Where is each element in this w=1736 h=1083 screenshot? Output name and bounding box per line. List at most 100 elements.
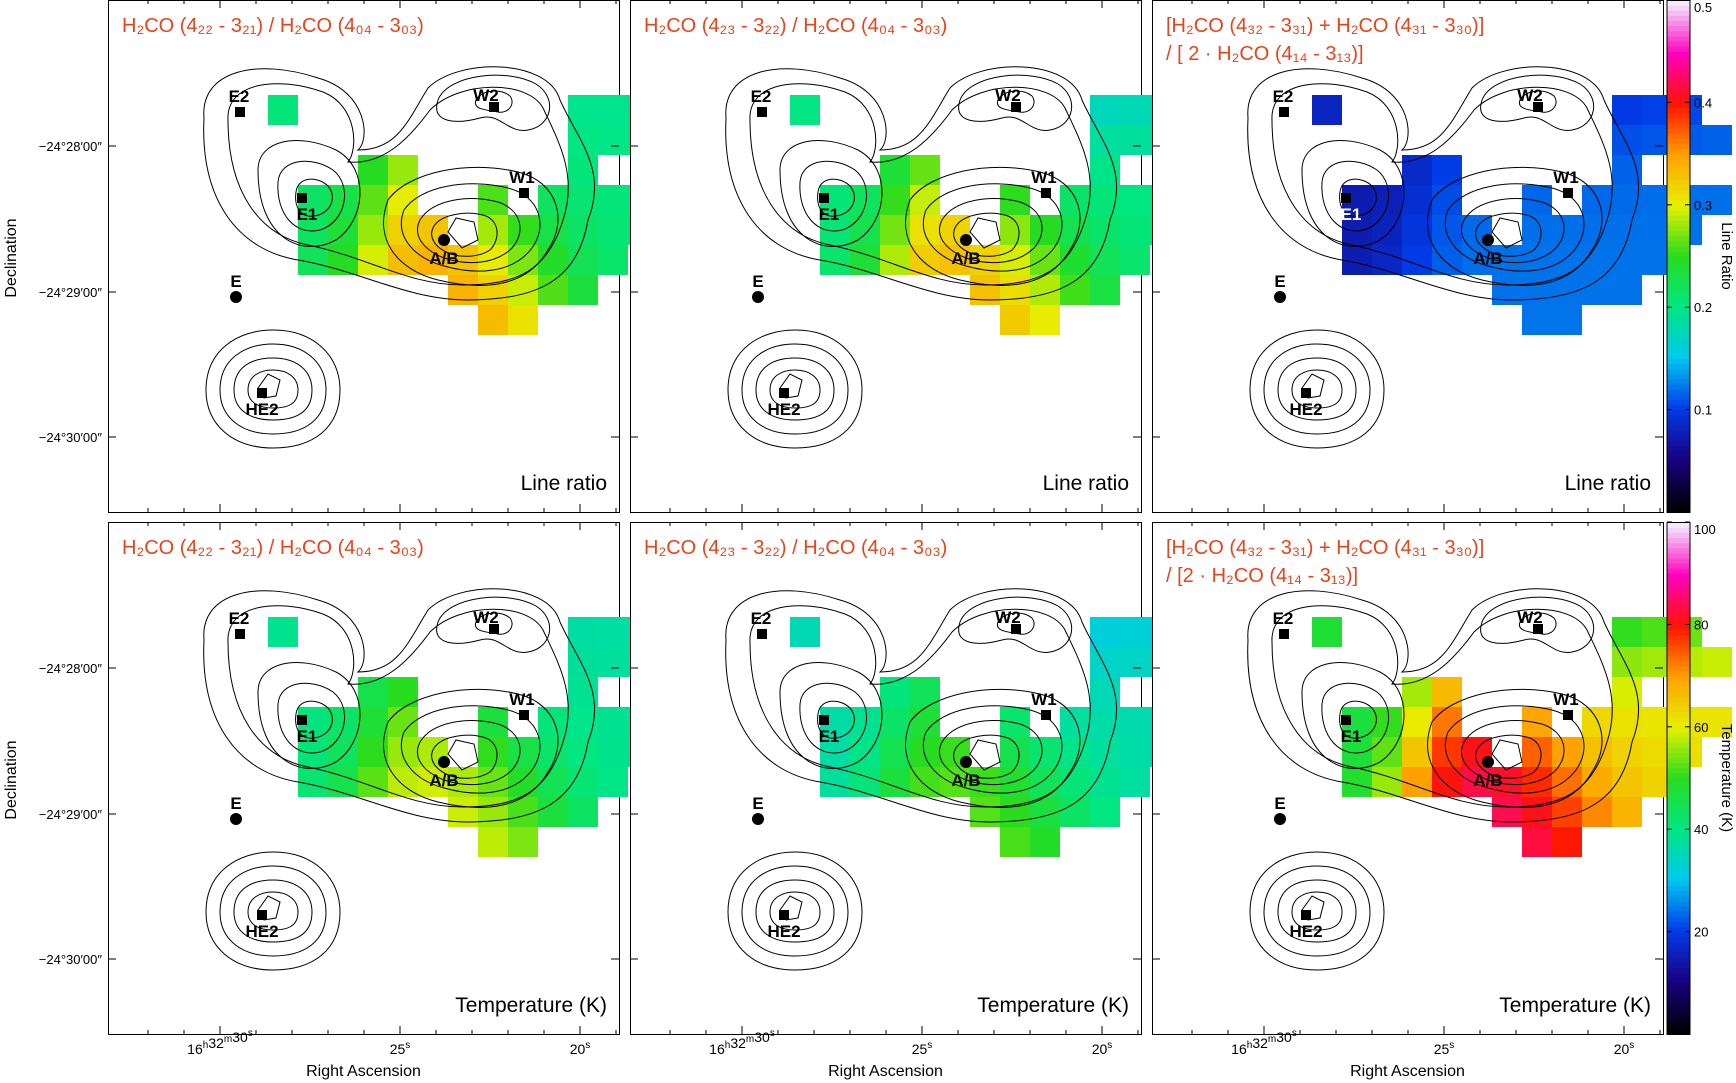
colorbar-band — [1667, 854, 1690, 861]
colorbar-band — [1667, 153, 1690, 160]
colorbar-band — [1667, 440, 1690, 447]
heatmap-cell — [790, 95, 820, 125]
heatmap-cell — [1402, 185, 1432, 215]
colorbar-band — [1667, 337, 1690, 344]
heatmap-cell — [1120, 617, 1150, 647]
colorbar-band — [1667, 987, 1690, 994]
heatmap-cell — [820, 767, 850, 797]
contour-line — [953, 734, 1020, 779]
heatmap-cell — [538, 707, 568, 737]
source-marker-E — [230, 291, 242, 303]
contour-line — [769, 369, 821, 409]
colorbar-band — [1667, 97, 1690, 103]
contour-line — [727, 329, 863, 449]
source-marker-HE2 — [257, 910, 267, 920]
source-label-W1: W1 — [1031, 168, 1057, 187]
heatmap-cell — [880, 677, 910, 707]
colorbar-band — [1667, 885, 1690, 892]
contour-line — [383, 688, 559, 808]
colorbar-band — [1667, 384, 1690, 390]
source-label-W2: W2 — [473, 86, 499, 105]
heatmap-cell — [880, 707, 910, 737]
heatmap-cell — [598, 95, 628, 125]
contour-line — [1444, 183, 1585, 272]
colorbar-band — [1667, 639, 1690, 646]
heatmap-cell — [1582, 707, 1612, 737]
colorbar-band — [1667, 194, 1690, 201]
colorbar-band — [1667, 803, 1690, 810]
heatmap-cell — [1522, 797, 1552, 827]
contour-line — [1491, 217, 1523, 249]
colorbar-band — [1667, 389, 1690, 395]
source-marker-E1 — [819, 715, 829, 725]
colorbar-band — [1667, 394, 1690, 400]
colorbar-band — [1667, 184, 1690, 191]
heatmap-cell — [1060, 797, 1090, 827]
colorbar-band — [1667, 532, 1690, 538]
colorbar-tick-label: 40 — [1694, 822, 1708, 837]
heatmap-cell — [1432, 215, 1462, 245]
contours — [725, 588, 1118, 971]
contour-line — [969, 739, 1001, 771]
heatmap-cell — [1120, 647, 1150, 677]
colorbar-band — [1667, 291, 1690, 298]
heatmap-cell — [448, 797, 478, 827]
contour-line — [755, 879, 835, 943]
heatmap-cell — [1522, 185, 1552, 215]
source-label-HE2: HE2 — [1289, 400, 1322, 419]
x-tick-label: 16h32m30s — [709, 1028, 775, 1057]
panel-1-1: E2 E1 W2 W1 A/B E HE2 H₂CO (4₂₃ - 3₂₂) / H₂CO (… — [630, 522, 1210, 1035]
colorbar-band — [1667, 419, 1690, 426]
contour-line — [817, 178, 855, 217]
colorbar-band — [1667, 670, 1690, 677]
source-marker-W2 — [489, 624, 499, 634]
source-label-HE2: HE2 — [245, 400, 278, 419]
contour-line — [203, 66, 596, 301]
colorbar-band — [1667, 40, 1690, 47]
contour-line — [400, 705, 541, 794]
contour-line — [295, 700, 333, 739]
colorbar-band — [1667, 762, 1690, 769]
heatmap-cell — [1342, 245, 1372, 275]
heatmap-cell — [1090, 647, 1120, 677]
colorbar-band — [1667, 71, 1690, 78]
heatmap-cell — [1060, 245, 1090, 275]
colorbar-band — [1667, 573, 1690, 579]
heatmap-cell — [328, 767, 358, 797]
source-label-W2: W2 — [995, 86, 1021, 105]
panel-1-0: E2 E1 W2 W1 A/B E HE2 H₂CO (4₂₂ - 3₂₁) / H₂CO (… — [39, 522, 688, 1035]
colorbar-tick-label: 0.1 — [1694, 403, 1712, 418]
contour-line — [431, 212, 498, 257]
heatmap-cell — [358, 737, 388, 767]
source-marker-W2 — [1011, 102, 1021, 112]
colorbar-tick-label: 20 — [1694, 925, 1708, 940]
source-marker-E2 — [757, 107, 767, 117]
colorbar-band — [1667, 322, 1690, 329]
heatmap-cell — [568, 95, 598, 125]
panel-1-2: E2 E1 W2 W1 A/B E HE2 [H₂CO (4₃₂ - 3₃₁) + H₂CO … — [1152, 522, 1732, 1035]
heatmap-cell — [1090, 275, 1120, 305]
contour-line — [1301, 139, 1405, 248]
colorbar-band — [1667, 665, 1690, 672]
y-tick-label: −24°30′00″ — [39, 430, 103, 445]
contour-line — [1518, 90, 1557, 113]
contour-line — [447, 217, 479, 249]
source-marker-E2 — [1279, 629, 1289, 639]
source-marker-E1 — [297, 715, 307, 725]
heatmap-cell — [1612, 647, 1642, 677]
source-label-E: E — [752, 272, 763, 291]
colorbar-band — [1667, 967, 1690, 974]
colorbar-band — [1667, 435, 1690, 441]
contour-line — [1321, 682, 1390, 754]
heatmap-cell — [1372, 707, 1402, 737]
colorbar-band — [1667, 522, 1690, 528]
colorbar-band — [1667, 650, 1690, 656]
heatmap-cell — [1060, 275, 1090, 305]
colorbar-band — [1667, 476, 1690, 482]
heatmap-cell — [1552, 827, 1582, 857]
heatmap-cell — [880, 245, 910, 275]
panel-quantity-label: Temperature (K) — [977, 994, 1129, 1017]
heatmap-cell — [1030, 827, 1060, 857]
panel-0-1: E2 E1 W2 W1 A/B E HE2 H₂CO (4₂₃ - 3₂₂) / H₂CO (… — [630, 0, 1210, 513]
colorbar-band — [1667, 424, 1690, 431]
